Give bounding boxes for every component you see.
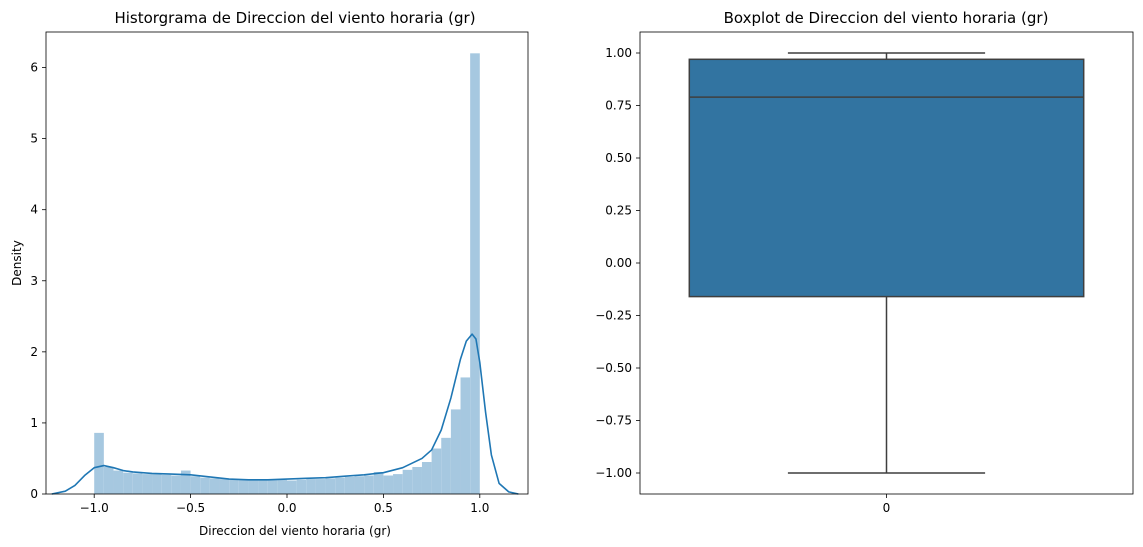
y-tick-label: 1	[30, 416, 38, 430]
x-tick-label: −1.0	[80, 501, 109, 515]
histogram-bar	[441, 437, 451, 494]
x-tick-label: 0.0	[277, 501, 296, 515]
y-tick-label: 0.00	[605, 256, 632, 270]
y-tick-label: 0.50	[605, 151, 632, 165]
boxplot-panel: Boxplot de Direccion del viento horaria …	[595, 9, 1134, 515]
histogram-y-ticks: 0 1 2 3 4 5 6	[30, 61, 46, 501]
histogram-bar	[209, 478, 220, 494]
histogram-bar	[287, 480, 297, 494]
kde-line	[51, 333, 519, 495]
histogram-bar	[123, 472, 133, 494]
kde-layer	[51, 333, 519, 495]
histogram-bar	[354, 476, 365, 494]
histogram-bar	[460, 377, 471, 494]
histogram-x-axis-label: Direccion del viento horaria (gr)	[199, 524, 391, 538]
y-tick-label: 0	[30, 487, 38, 501]
histogram-bar	[306, 479, 316, 494]
y-tick-label: 1.00	[605, 46, 632, 60]
histogram-bar	[161, 474, 172, 494]
histogram-bar	[373, 471, 384, 494]
boxplot-y-ticks: −1.00 −0.75 −0.50 −0.25 0.00 0.25 0.50 0.75 1.00	[595, 46, 640, 480]
histogram-bar	[180, 470, 191, 494]
y-tick-label: −0.25	[595, 309, 632, 323]
histogram-bar	[296, 479, 307, 494]
y-tick-label: 6	[30, 61, 38, 75]
histogram-bar	[238, 479, 249, 494]
x-tick-label: 0	[883, 501, 891, 515]
histogram-bar	[344, 476, 355, 494]
histogram-bar	[258, 480, 268, 494]
y-tick-label: 2	[30, 345, 38, 359]
histogram-bar	[470, 53, 480, 494]
histogram-x-ticks: −1.0 −0.5 0.0 0.5 1.0	[80, 494, 489, 515]
histogram-bar	[132, 473, 143, 494]
boxplot-title: Boxplot de Direccion del viento horaria …	[724, 9, 1049, 27]
x-tick-label: 1.0	[470, 501, 489, 515]
histogram-bar	[200, 477, 210, 494]
histogram-bar	[412, 466, 422, 494]
histogram-bar	[190, 476, 201, 494]
histogram-bar	[325, 478, 336, 494]
histogram-bar	[277, 479, 287, 494]
histogram-y-axis-label: Density	[10, 240, 24, 286]
histogram-bar	[113, 470, 124, 494]
y-tick-label: 0.75	[605, 99, 632, 113]
histogram-bar	[171, 475, 181, 494]
histogram-bar	[335, 477, 345, 494]
histogram-bar	[421, 462, 432, 494]
histogram-bar	[219, 479, 230, 494]
histogram-bar	[103, 466, 114, 494]
histogram-bar	[94, 432, 104, 494]
y-tick-label: 3	[30, 274, 38, 288]
histogram-bar	[431, 448, 442, 494]
y-tick-label: −0.75	[595, 414, 632, 428]
boxplot-x-ticks: 0	[883, 494, 891, 515]
histogram-bar	[152, 474, 162, 494]
y-tick-label: 0.25	[605, 204, 632, 218]
histogram-title: Historgrama de Direccion del viento hora…	[114, 9, 475, 27]
iqr-box	[688, 58, 1085, 298]
histogram-bar	[267, 479, 278, 494]
histogram-bar	[402, 469, 413, 494]
histogram-bar	[229, 479, 239, 494]
histogram-bar	[142, 474, 153, 494]
histogram-panel: Historgrama de Direccion del viento hora…	[10, 9, 529, 538]
histogram-bar	[315, 479, 326, 494]
y-tick-label: −1.00	[595, 466, 632, 480]
boxplot-elements	[688, 52, 1085, 474]
histogram-bars	[94, 53, 480, 494]
histogram-bar	[364, 475, 374, 494]
histogram-bar	[450, 409, 461, 494]
y-tick-label: −0.50	[595, 361, 632, 375]
x-tick-label: 0.5	[374, 501, 393, 515]
histogram-bar	[248, 480, 259, 494]
histogram-bar	[383, 475, 394, 494]
y-tick-label: 4	[30, 203, 38, 217]
y-tick-label: 5	[30, 132, 38, 146]
x-tick-label: −0.5	[176, 501, 205, 515]
histogram-bar	[393, 474, 403, 494]
